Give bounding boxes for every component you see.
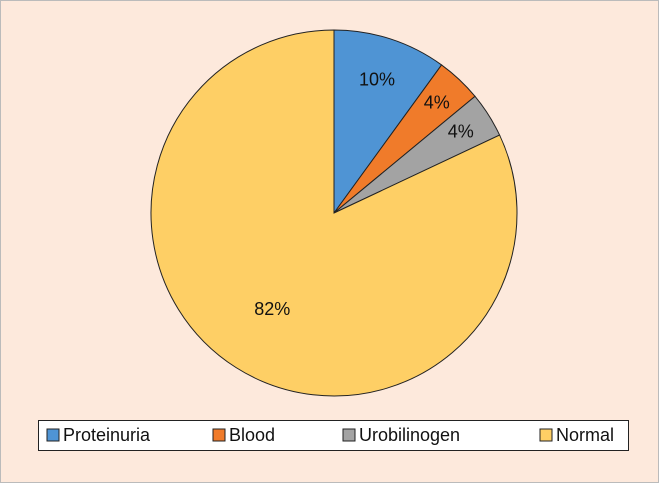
legend-label: Proteinuria — [63, 425, 151, 445]
legend-swatch — [46, 428, 60, 442]
pie-slice — [333, 29, 443, 215]
legend-swatch — [539, 428, 553, 442]
legend-swatch — [342, 428, 356, 442]
slice-label: 82% — [254, 299, 290, 319]
legend-box — [38, 420, 629, 451]
legend-label: Normal — [556, 425, 614, 445]
slice-label: 10% — [359, 69, 395, 89]
legend-label: Blood — [229, 425, 275, 445]
pie-slice — [150, 29, 518, 397]
slice-label: 4% — [448, 121, 474, 141]
slice-label: 4% — [424, 92, 450, 112]
legend-swatch — [212, 428, 226, 442]
legend-label: Urobilinogen — [359, 425, 460, 445]
